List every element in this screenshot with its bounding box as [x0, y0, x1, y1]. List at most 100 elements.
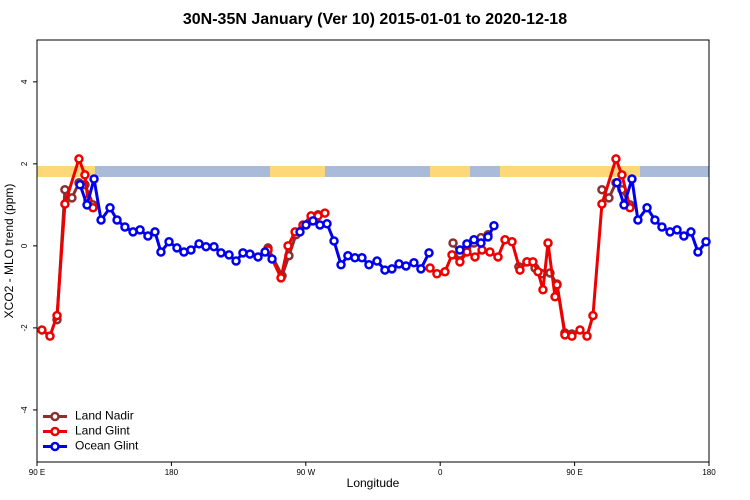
legend-marker — [50, 426, 60, 437]
x-tick-label: 180 — [165, 468, 179, 477]
legend-label: Land Nadir — [75, 409, 134, 423]
data-point — [604, 193, 614, 203]
data-point — [543, 238, 553, 248]
data-point — [507, 237, 517, 247]
land-ocean-strip — [37, 166, 709, 177]
data-point — [493, 252, 503, 262]
data-point — [617, 170, 627, 180]
data-point — [657, 222, 667, 232]
ocean-strip — [37, 166, 709, 177]
data-point — [550, 291, 560, 302]
data-point — [96, 215, 106, 225]
data-point — [224, 250, 234, 260]
data-point — [156, 247, 166, 257]
x-axis-label: Longitude — [347, 476, 400, 490]
data-point — [455, 245, 465, 255]
data-point — [619, 200, 629, 210]
data-point — [89, 174, 99, 184]
land-strip — [270, 166, 325, 177]
data-point — [150, 227, 160, 237]
chart-title: 30N-35N January (Ver 10) 2015-01-01 to 2… — [183, 11, 567, 28]
data-point — [462, 239, 472, 249]
data-point — [679, 231, 689, 241]
data-point — [357, 253, 367, 263]
data-point — [650, 215, 660, 225]
data-point — [538, 285, 548, 295]
data-point — [612, 177, 622, 188]
data-point — [172, 243, 182, 253]
data-point — [455, 257, 465, 267]
y-tick-label: 4 — [20, 79, 29, 84]
data-point — [52, 310, 62, 321]
data-point — [582, 331, 592, 341]
data-point — [253, 252, 263, 262]
data-point — [112, 215, 122, 225]
data-point — [37, 325, 47, 335]
data-point — [528, 257, 538, 267]
legend-marker — [50, 411, 60, 422]
x-tick-label: 90 E — [29, 468, 45, 477]
data-point — [470, 252, 480, 262]
y-tick-label: 0 — [20, 243, 29, 248]
data-point — [424, 248, 434, 258]
data-point — [276, 273, 286, 283]
data-point — [672, 225, 682, 235]
legend-marker — [50, 441, 60, 452]
data-point — [45, 331, 55, 341]
land-strip — [500, 166, 605, 177]
data-point — [633, 215, 643, 225]
data-point — [364, 259, 374, 270]
data-point — [440, 266, 450, 277]
data-point — [469, 234, 479, 245]
data-point — [448, 238, 458, 248]
land-strip — [430, 166, 470, 177]
x-tick-label: 0 — [438, 468, 443, 477]
data-point — [329, 236, 339, 246]
x-tick-label: 90 W — [296, 468, 315, 477]
data-point — [186, 245, 196, 255]
y-tick-label: -4 — [20, 406, 29, 414]
data-point — [686, 227, 696, 237]
data-point — [231, 256, 241, 266]
data-point — [164, 237, 174, 247]
data-point — [216, 248, 226, 258]
data-point — [447, 250, 457, 260]
data-point — [401, 261, 411, 271]
legend-label: Ocean Glint — [75, 439, 139, 453]
data-point — [301, 220, 311, 230]
data-point — [515, 265, 525, 275]
data-point — [80, 170, 90, 180]
data-point — [552, 280, 562, 290]
data-point — [575, 325, 585, 335]
data-point — [567, 331, 577, 341]
data-point — [209, 241, 219, 252]
data-point — [60, 199, 70, 209]
data-point — [201, 241, 211, 252]
data-point — [416, 264, 426, 274]
data-point — [336, 259, 346, 270]
data-point — [267, 254, 277, 264]
data-point — [597, 199, 607, 209]
data-point — [135, 225, 145, 235]
data-point — [322, 218, 332, 229]
data-point — [320, 208, 330, 218]
data-point — [483, 232, 493, 242]
x-tick-label: 90 E — [566, 468, 582, 477]
y-axis-label: XCO2 - MLO trend (ppm) — [2, 184, 16, 319]
y-tick-label: -2 — [20, 324, 29, 332]
data-point — [627, 174, 637, 184]
data-point — [295, 227, 305, 237]
data-point — [432, 269, 442, 279]
data-point — [425, 263, 435, 273]
data-point — [533, 266, 543, 277]
data-point — [143, 231, 153, 241]
x-tick-label: 180 — [702, 468, 716, 477]
data-point — [387, 264, 397, 274]
data-point — [308, 216, 318, 226]
data-point — [67, 193, 77, 203]
data-point — [701, 237, 711, 247]
data-point — [611, 154, 621, 164]
plot-frame — [36, 39, 710, 463]
